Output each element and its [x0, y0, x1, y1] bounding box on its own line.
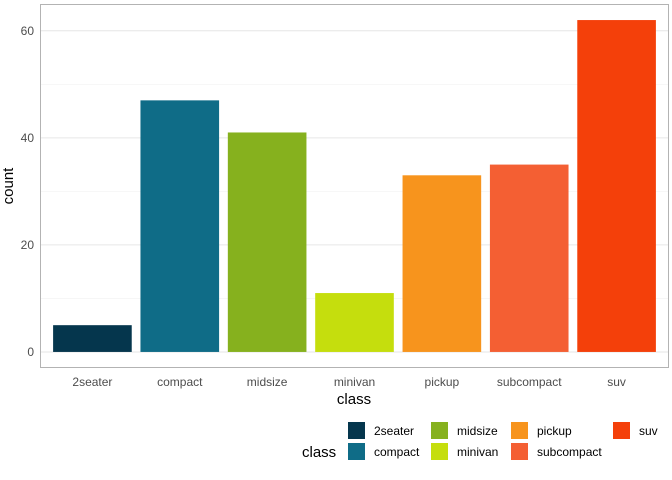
legend-key-compact — [348, 443, 365, 460]
legend-key-suv — [613, 422, 630, 439]
bar-midsize — [227, 132, 307, 352]
bars — [53, 20, 656, 352]
x-axis-title: class — [337, 391, 371, 408]
legend-label-2seater: 2seater — [374, 424, 414, 438]
bar-2seater — [53, 325, 132, 352]
legend-label-pickup: pickup — [537, 424, 572, 438]
legend-label-minivan: minivan — [457, 445, 498, 459]
bar-suv — [577, 20, 656, 352]
legend-key-subcompact — [511, 443, 528, 460]
legend: class 2seater compact midsize minivan pickup… — [302, 422, 658, 461]
bar-subcompact — [489, 164, 569, 352]
x-tick-label: compact — [157, 375, 203, 389]
x-tick-label: minivan — [334, 375, 375, 389]
x-tick-label: 2seater — [72, 375, 112, 389]
y-axis-title: count — [0, 167, 17, 205]
plot-border — [40, 4, 669, 368]
legend-label-compact: compact — [374, 445, 420, 459]
legend-key-minivan — [431, 443, 448, 460]
x-tick-label: midsize — [247, 375, 288, 389]
legend-key-midsize — [431, 422, 448, 439]
x-tick-label: pickup — [425, 375, 460, 389]
x-axis-ticks: 2seater compact midsize minivan pickup subcom… — [72, 375, 626, 389]
y-tick-label: 60 — [21, 24, 35, 38]
y-tick-label: 0 — [27, 345, 34, 359]
bar-compact — [140, 100, 220, 352]
y-tick-label: 20 — [21, 238, 35, 252]
x-tick-label: suv — [607, 375, 626, 389]
y-tick-label: 40 — [21, 131, 35, 145]
legend-label-midsize: midsize — [457, 424, 498, 438]
legend-label-subcompact: subcompact — [537, 445, 602, 459]
legend-key-pickup — [511, 422, 528, 439]
legend-title: class — [302, 444, 336, 461]
bar-pickup — [402, 175, 482, 352]
y-axis-ticks: 0 20 40 60 — [21, 24, 35, 359]
bar-minivan — [315, 293, 394, 352]
legend-label-suv: suv — [639, 424, 658, 438]
x-tick-label: subcompact — [497, 375, 562, 389]
legend-key-2seater — [348, 422, 365, 439]
